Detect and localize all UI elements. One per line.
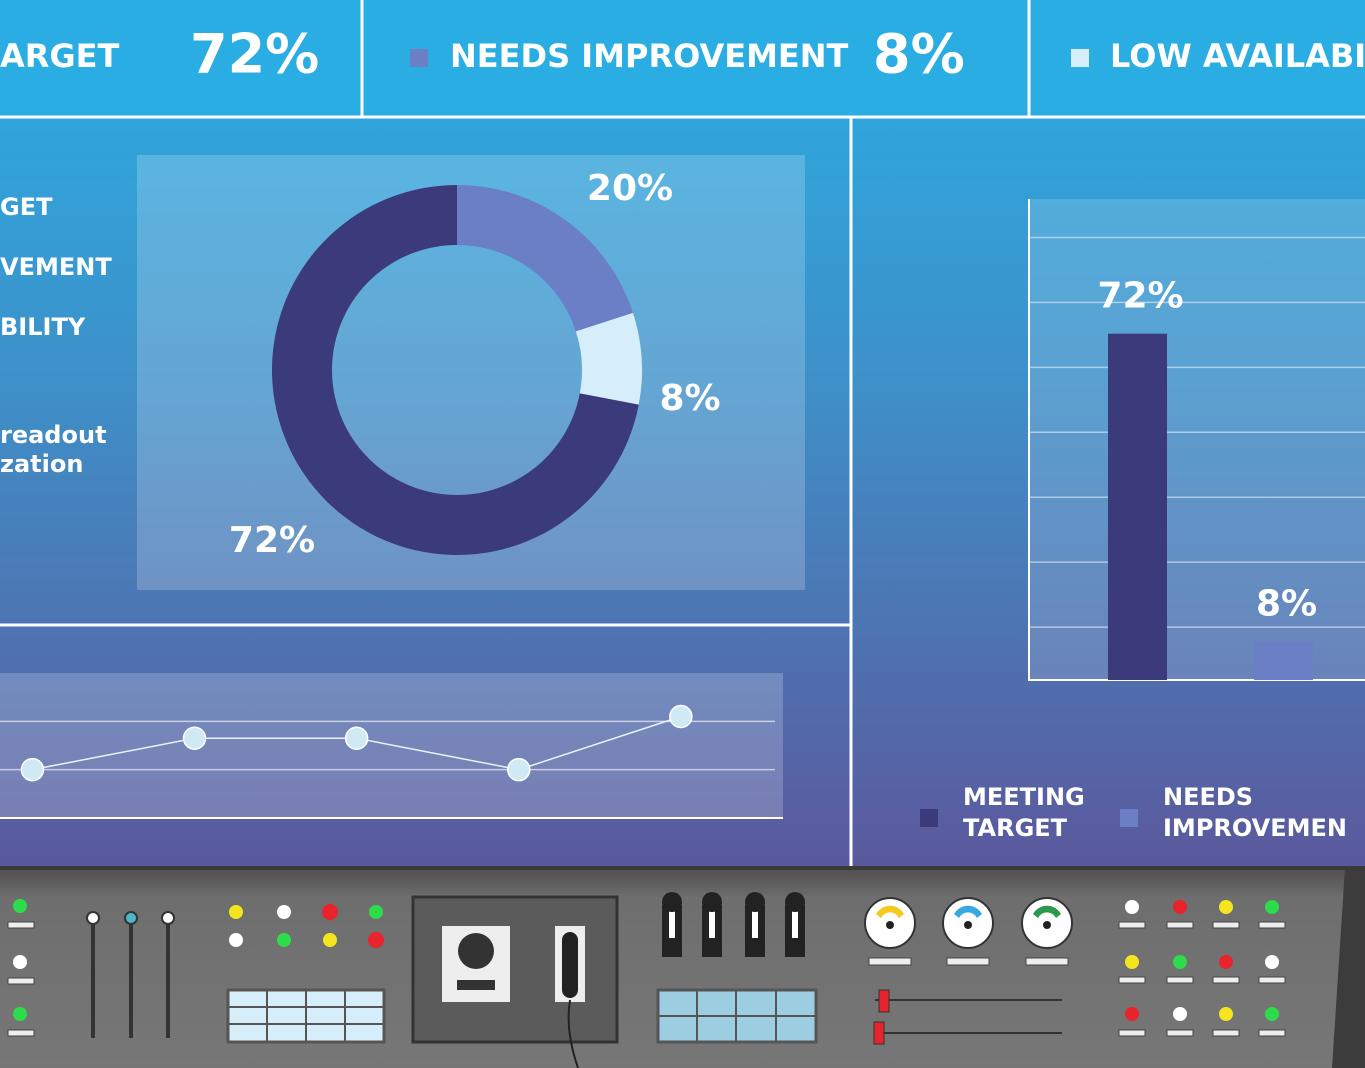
side-label: BILITY [0,313,86,341]
header-value: 8% [873,23,965,86]
bar-frame [1028,199,1365,681]
line-point [20,757,45,782]
bar-label: 72% [1097,276,1183,317]
bar-panel [1029,199,1365,680]
donut-slice [457,185,633,332]
control-panel [0,866,1365,1068]
charts: 20% 8% 72% 72% 8% [0,168,1365,782]
line-point [344,726,369,750]
header-label: NEEDS IMPROVEMENT [450,37,849,75]
donut-slice [575,312,642,405]
header-swatch [1071,49,1089,67]
header-label: ARGET [0,37,120,75]
slice-label: 20% [587,168,673,209]
dividers [360,0,1031,117]
side-label: VEMENT [0,253,112,281]
donut-slice [271,185,639,555]
legend-swatch [920,809,938,827]
side-label: zation [0,450,83,478]
line-point [507,757,531,782]
legend-label: NEEDS IMPROVEMEN [1163,783,1347,842]
line-point [669,704,693,729]
bar [1254,641,1313,680]
legend-swatch [1120,809,1138,827]
header-label: LOW AVAILABIL [1110,37,1365,75]
bar-label: 8% [1256,584,1317,625]
legend-label: MEETING TARGET [963,783,1085,842]
slice-label: 8% [659,378,720,419]
header-value: 72% [190,23,319,86]
slice-label: 72% [229,520,315,561]
side-label: readout [0,421,107,449]
header-swatch [410,49,428,67]
line-point [182,726,207,750]
side-label: GET [0,193,53,221]
bar [1108,333,1167,680]
header-band [0,0,1365,117]
